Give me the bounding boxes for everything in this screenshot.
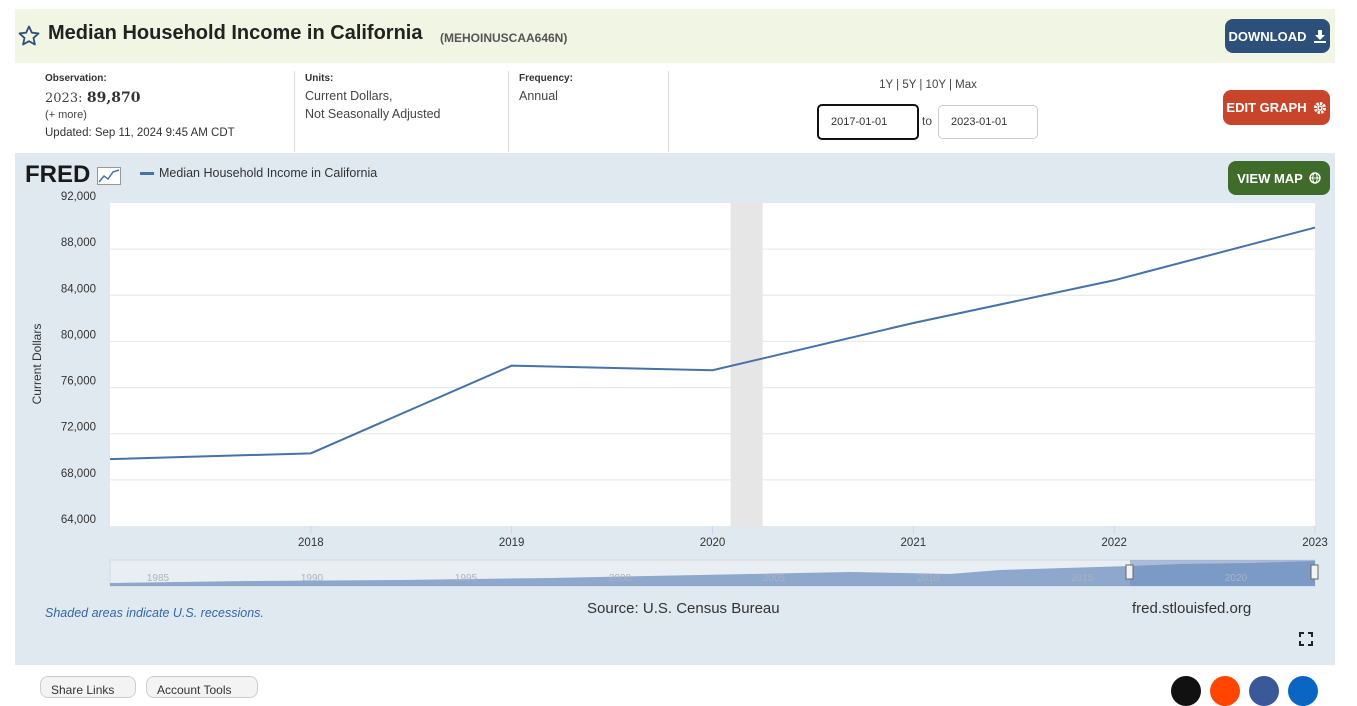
observation: 2023: 89,870 [45, 89, 141, 107]
fred-logo: FRED [25, 161, 122, 189]
account-tools-label: Account Tools [157, 683, 232, 697]
y-axis-label: Current Dollars [30, 324, 44, 405]
edit-graph-label: EDIT GRAPH [1226, 100, 1307, 115]
y-tick-label: 68,000 [61, 468, 96, 480]
y-tick-label: 64,000 [61, 514, 96, 526]
fred-logo-text: FRED [25, 161, 91, 188]
x-tick-label: 2018 [298, 537, 324, 549]
fred-chart-icon [97, 166, 122, 185]
fullscreen-icon[interactable] [1298, 631, 1314, 647]
units-label: Units: [305, 73, 334, 84]
navigator-series [110, 561, 1315, 586]
account-tools-button[interactable]: Account Tools [146, 676, 258, 698]
range-links[interactable]: 1Y | 5Y | 10Y | Max [879, 79, 977, 91]
edit-graph-button[interactable]: EDIT GRAPH [1223, 90, 1330, 125]
navigator-right-handle[interactable] [1310, 564, 1319, 580]
y-tick-label: 92,000 [61, 191, 96, 203]
globe-icon [1309, 172, 1321, 184]
end-date-input[interactable] [938, 105, 1038, 139]
y-tick-label: 84,000 [61, 283, 96, 295]
download-button[interactable]: DOWNLOAD [1225, 19, 1330, 53]
navigator-label: 2010 [917, 573, 940, 584]
navigator-label: 2000 [609, 573, 632, 584]
divider [508, 71, 509, 152]
navigator-label: 2005 [763, 573, 786, 584]
star-icon[interactable] [17, 24, 41, 48]
y-tick-label: 88,000 [61, 237, 96, 249]
more-link[interactable]: (+ more) [45, 109, 87, 121]
facebook-share-icon[interactable] [1249, 676, 1279, 706]
legend-swatch [140, 172, 154, 175]
divider [294, 71, 295, 152]
frequency-value: Annual [519, 89, 558, 103]
plot-area [110, 203, 1315, 526]
view-map-label: VIEW MAP [1237, 170, 1303, 186]
series-id: (MEHOINUSCAA646N) [440, 31, 568, 45]
navigator-label: 1990 [301, 573, 324, 584]
y-tick-label: 76,000 [61, 376, 96, 388]
site-text[interactable]: fred.stlouisfed.org [1132, 600, 1252, 617]
x-tick-label: 2019 [499, 537, 525, 549]
share-links-label: Share Links [51, 683, 115, 697]
y-tick-label: 80,000 [61, 329, 96, 341]
divider [668, 71, 669, 152]
navigator-label: 1985 [147, 573, 170, 584]
x-tick-label: 2022 [1101, 537, 1127, 549]
recession-note: Shaded areas indicate U.S. recessions. [45, 606, 264, 620]
source-text: Source: U.S. Census Bureau [587, 600, 780, 617]
start-date-input[interactable] [817, 104, 919, 140]
download-label: DOWNLOAD [1228, 28, 1307, 44]
x-tick-label: 2020 [700, 537, 726, 549]
units-line2: Not Seasonally Adjusted [305, 107, 441, 121]
share-links-button[interactable]: Share Links [40, 676, 136, 698]
title-bar [15, 9, 1335, 63]
page-title: Median Household Income in California [48, 22, 423, 44]
observation-year: 2023: [45, 91, 83, 106]
series-line [109, 226, 1316, 461]
updated-text: Updated: Sep 11, 2024 9:45 AM CDT [45, 127, 235, 139]
download-icon [1313, 30, 1326, 43]
legend-label: Median Household Income in California [159, 166, 378, 180]
observation-value: 89,870 [86, 90, 141, 106]
linkedin-share-icon[interactable] [1288, 676, 1318, 706]
gear-icon [1313, 101, 1326, 114]
navigator-label: 1995 [455, 573, 478, 584]
y-tick-label: 72,000 [61, 422, 96, 434]
line-chart[interactable]: 92,000 88,000 84,000 80,000 76,000 72,000 68,0… [0, 0, 1357, 688]
frequency-label: Frequency: [519, 73, 573, 84]
reddit-share-icon[interactable] [1210, 676, 1240, 706]
navigator-label: 2015 [1071, 573, 1094, 584]
x-tick-label: 2023 [1302, 537, 1328, 549]
navigator-left-handle[interactable] [1125, 564, 1134, 580]
view-map-button[interactable]: VIEW MAP [1228, 161, 1330, 195]
to-label: to [922, 114, 933, 128]
navigator-label: 2020 [1225, 573, 1248, 584]
x-tick-label: 2021 [901, 537, 927, 549]
observation-label: Observation: [45, 73, 107, 84]
x-share-icon[interactable] [1171, 676, 1201, 706]
units-line1: Current Dollars, [305, 89, 393, 103]
